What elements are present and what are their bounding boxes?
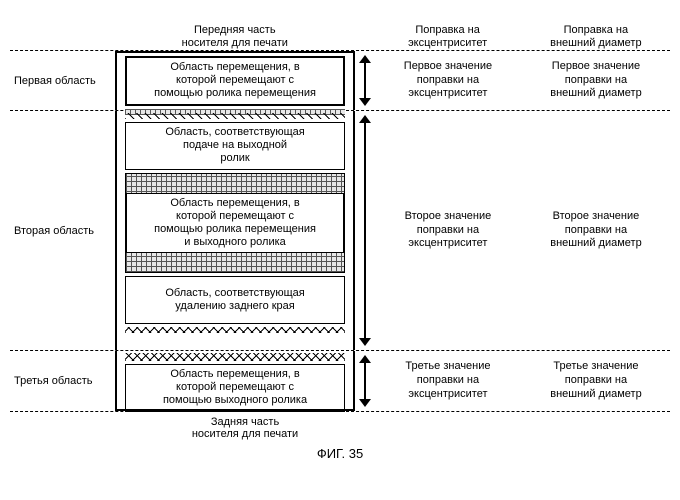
header-row: Передняя часть носителя для печати Попра… bbox=[10, 10, 670, 50]
header-od: Поправка на внешний диаметр bbox=[522, 24, 670, 50]
row3-ecc: Третье значение поправки на эксцентрисит… bbox=[374, 351, 522, 411]
row2-gap-bottom bbox=[125, 327, 345, 333]
row2-ecc: Второе значение поправки на эксцентрисит… bbox=[374, 111, 522, 350]
header-ecc: Поправка на эксцентриситет bbox=[373, 24, 521, 50]
row-3: Третья область Область перемещения, в ко… bbox=[10, 350, 670, 412]
figure-caption: ФИГ. 35 bbox=[10, 446, 670, 461]
footer-media-back: Задняя часть носителя для печати bbox=[120, 412, 370, 440]
footer-row: Задняя часть носителя для печати bbox=[10, 412, 670, 440]
row-1: Первая область Область перемещения, в ко… bbox=[10, 50, 670, 110]
row1-band: Область перемещения, в которой перемещаю… bbox=[125, 56, 345, 106]
row3-gap bbox=[125, 353, 345, 361]
row2-label: Вторая область bbox=[10, 111, 115, 350]
row2-band-b: Область перемещения, в которой перемещаю… bbox=[125, 173, 345, 273]
row1-diagram: Область перемещения, в которой перемещаю… bbox=[115, 51, 355, 110]
row1-ecc: Первое значение поправки на эксцентрисит… bbox=[374, 51, 522, 110]
row2-band-c: Область, соответствующая удалению заднег… bbox=[125, 276, 345, 324]
row1-band-text: Область перемещения, в которой перемещаю… bbox=[126, 57, 344, 105]
row2-od: Второе значение поправки на внешний диам… bbox=[522, 111, 670, 350]
row2-diagram: Область, соответствующая подаче на выход… bbox=[115, 111, 355, 350]
row1-od: Первое значение поправки на внешний диам… bbox=[522, 51, 670, 110]
row1-label: Первая область bbox=[10, 51, 115, 110]
row2-band-a: Область, соответствующая подаче на выход… bbox=[125, 122, 345, 170]
row3-band: Область перемещения, в которой перемещаю… bbox=[125, 364, 345, 412]
row-2: Вторая область Область, соответствующая … bbox=[10, 110, 670, 350]
row3-arrow bbox=[355, 351, 374, 411]
row3-od: Третье значение поправки на внешний диам… bbox=[522, 351, 670, 411]
row2-gap-top bbox=[125, 113, 345, 119]
row3-label: Третья область bbox=[10, 351, 115, 411]
header-media-front: Передняя часть носителя для печати bbox=[115, 24, 354, 50]
row1-arrow bbox=[355, 51, 374, 110]
footer-spacer bbox=[10, 412, 120, 440]
row3-diagram: Область перемещения, в которой перемещаю… bbox=[115, 351, 355, 411]
row2-arrow bbox=[355, 111, 374, 350]
row2-band-b-text: Область перемещения, в которой перемещаю… bbox=[126, 193, 344, 254]
